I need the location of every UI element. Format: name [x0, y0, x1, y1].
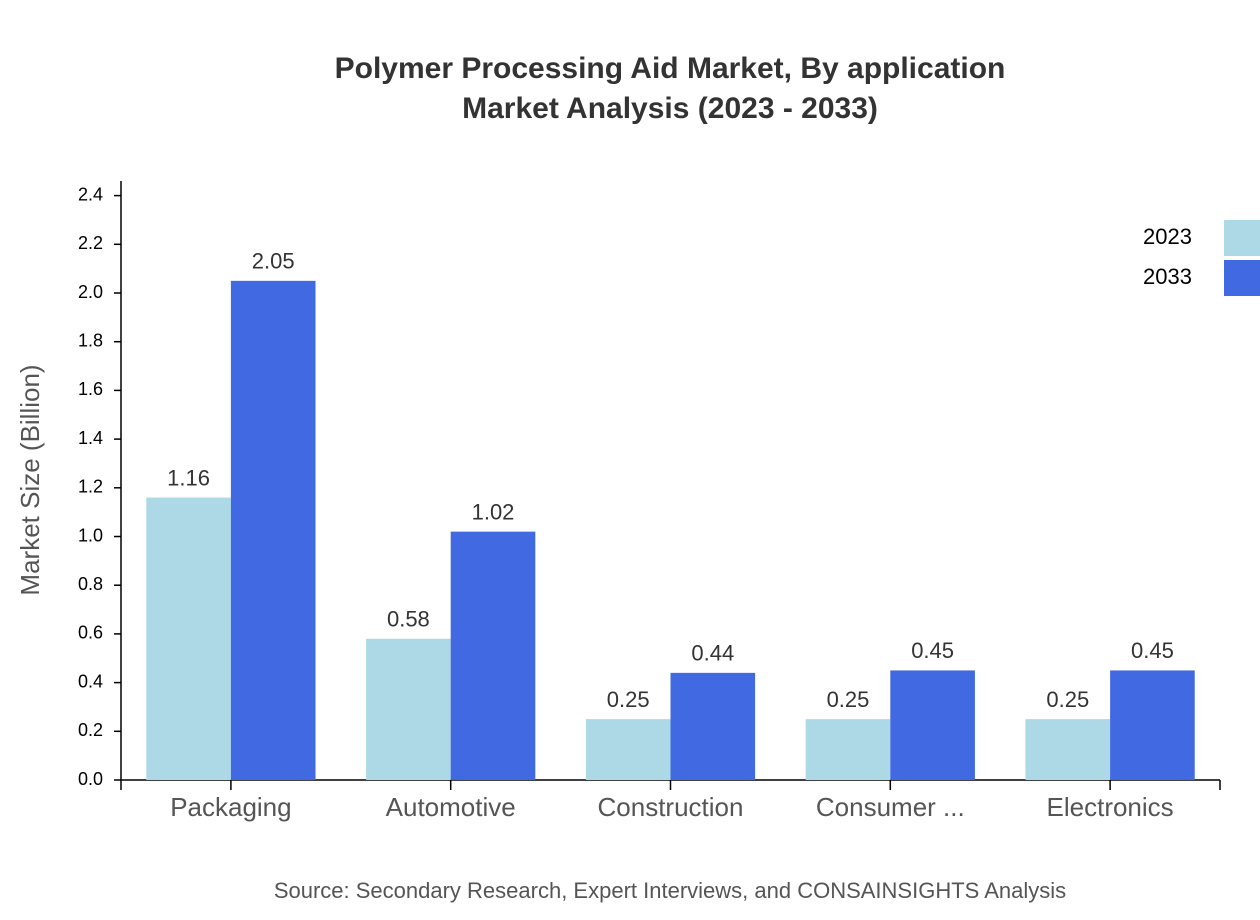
value-label: 0.25 — [827, 687, 870, 712]
x-tick-label: Consumer ... — [816, 792, 965, 822]
y-tick-label: 0.0 — [78, 769, 103, 789]
bar — [366, 638, 451, 780]
legend-label: 2023 — [1143, 224, 1192, 249]
bar — [230, 280, 316, 780]
bar — [146, 497, 231, 780]
y-axis-label: Market Size (Billion) — [15, 364, 45, 595]
x-tick-label: Packaging — [170, 792, 291, 822]
value-label: 1.16 — [167, 465, 210, 490]
y-tick-label: 1.0 — [78, 525, 103, 545]
y-tick-label: 0.4 — [78, 671, 103, 691]
legend-swatch — [1224, 220, 1260, 256]
y-tick-label: 1.8 — [78, 330, 103, 350]
bar — [450, 531, 536, 780]
x-tick-label: Automotive — [386, 792, 516, 822]
y-tick-label: 0.2 — [78, 720, 103, 740]
chart-subtitle: Market Analysis (2023 - 2033) — [462, 92, 878, 125]
bar — [670, 672, 756, 780]
bar — [585, 719, 671, 780]
bar — [1110, 670, 1195, 780]
value-label: 1.02 — [472, 499, 515, 524]
y-tick-label: 2.2 — [78, 233, 103, 253]
value-label: 0.45 — [1131, 638, 1174, 663]
chart-title: Polymer Processing Aid Market, By applic… — [335, 52, 1006, 85]
bar — [1025, 719, 1111, 780]
x-tick-label: Electronics — [1047, 792, 1174, 822]
x-tick-label: Construction — [598, 792, 744, 822]
y-tick-label: 1.4 — [78, 428, 103, 448]
y-tick-label: 2.4 — [78, 184, 103, 204]
value-label: 0.25 — [1046, 687, 1089, 712]
legend-label: 2033 — [1143, 264, 1192, 289]
value-label: 2.05 — [252, 249, 295, 274]
y-tick-label: 0.6 — [78, 623, 103, 643]
legend-swatch — [1224, 260, 1260, 296]
y-tick-label: 1.2 — [78, 477, 103, 497]
value-label: 0.45 — [911, 638, 954, 663]
value-label: 0.44 — [691, 641, 734, 666]
y-tick-label: 1.6 — [78, 379, 103, 399]
value-label: 0.25 — [607, 687, 650, 712]
y-tick-label: 0.8 — [78, 574, 103, 594]
bar — [890, 670, 975, 780]
value-label: 0.58 — [387, 607, 430, 632]
source-note: Source: Secondary Research, Expert Inter… — [274, 878, 1066, 903]
y-tick-label: 2.0 — [78, 282, 103, 302]
bar — [805, 719, 891, 780]
